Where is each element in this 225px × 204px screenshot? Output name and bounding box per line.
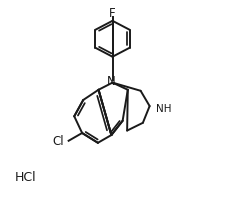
Text: F: F <box>109 7 116 20</box>
Text: Cl: Cl <box>52 135 64 148</box>
Text: N: N <box>107 75 116 88</box>
Text: NH: NH <box>156 104 171 114</box>
Text: HCl: HCl <box>15 171 37 184</box>
